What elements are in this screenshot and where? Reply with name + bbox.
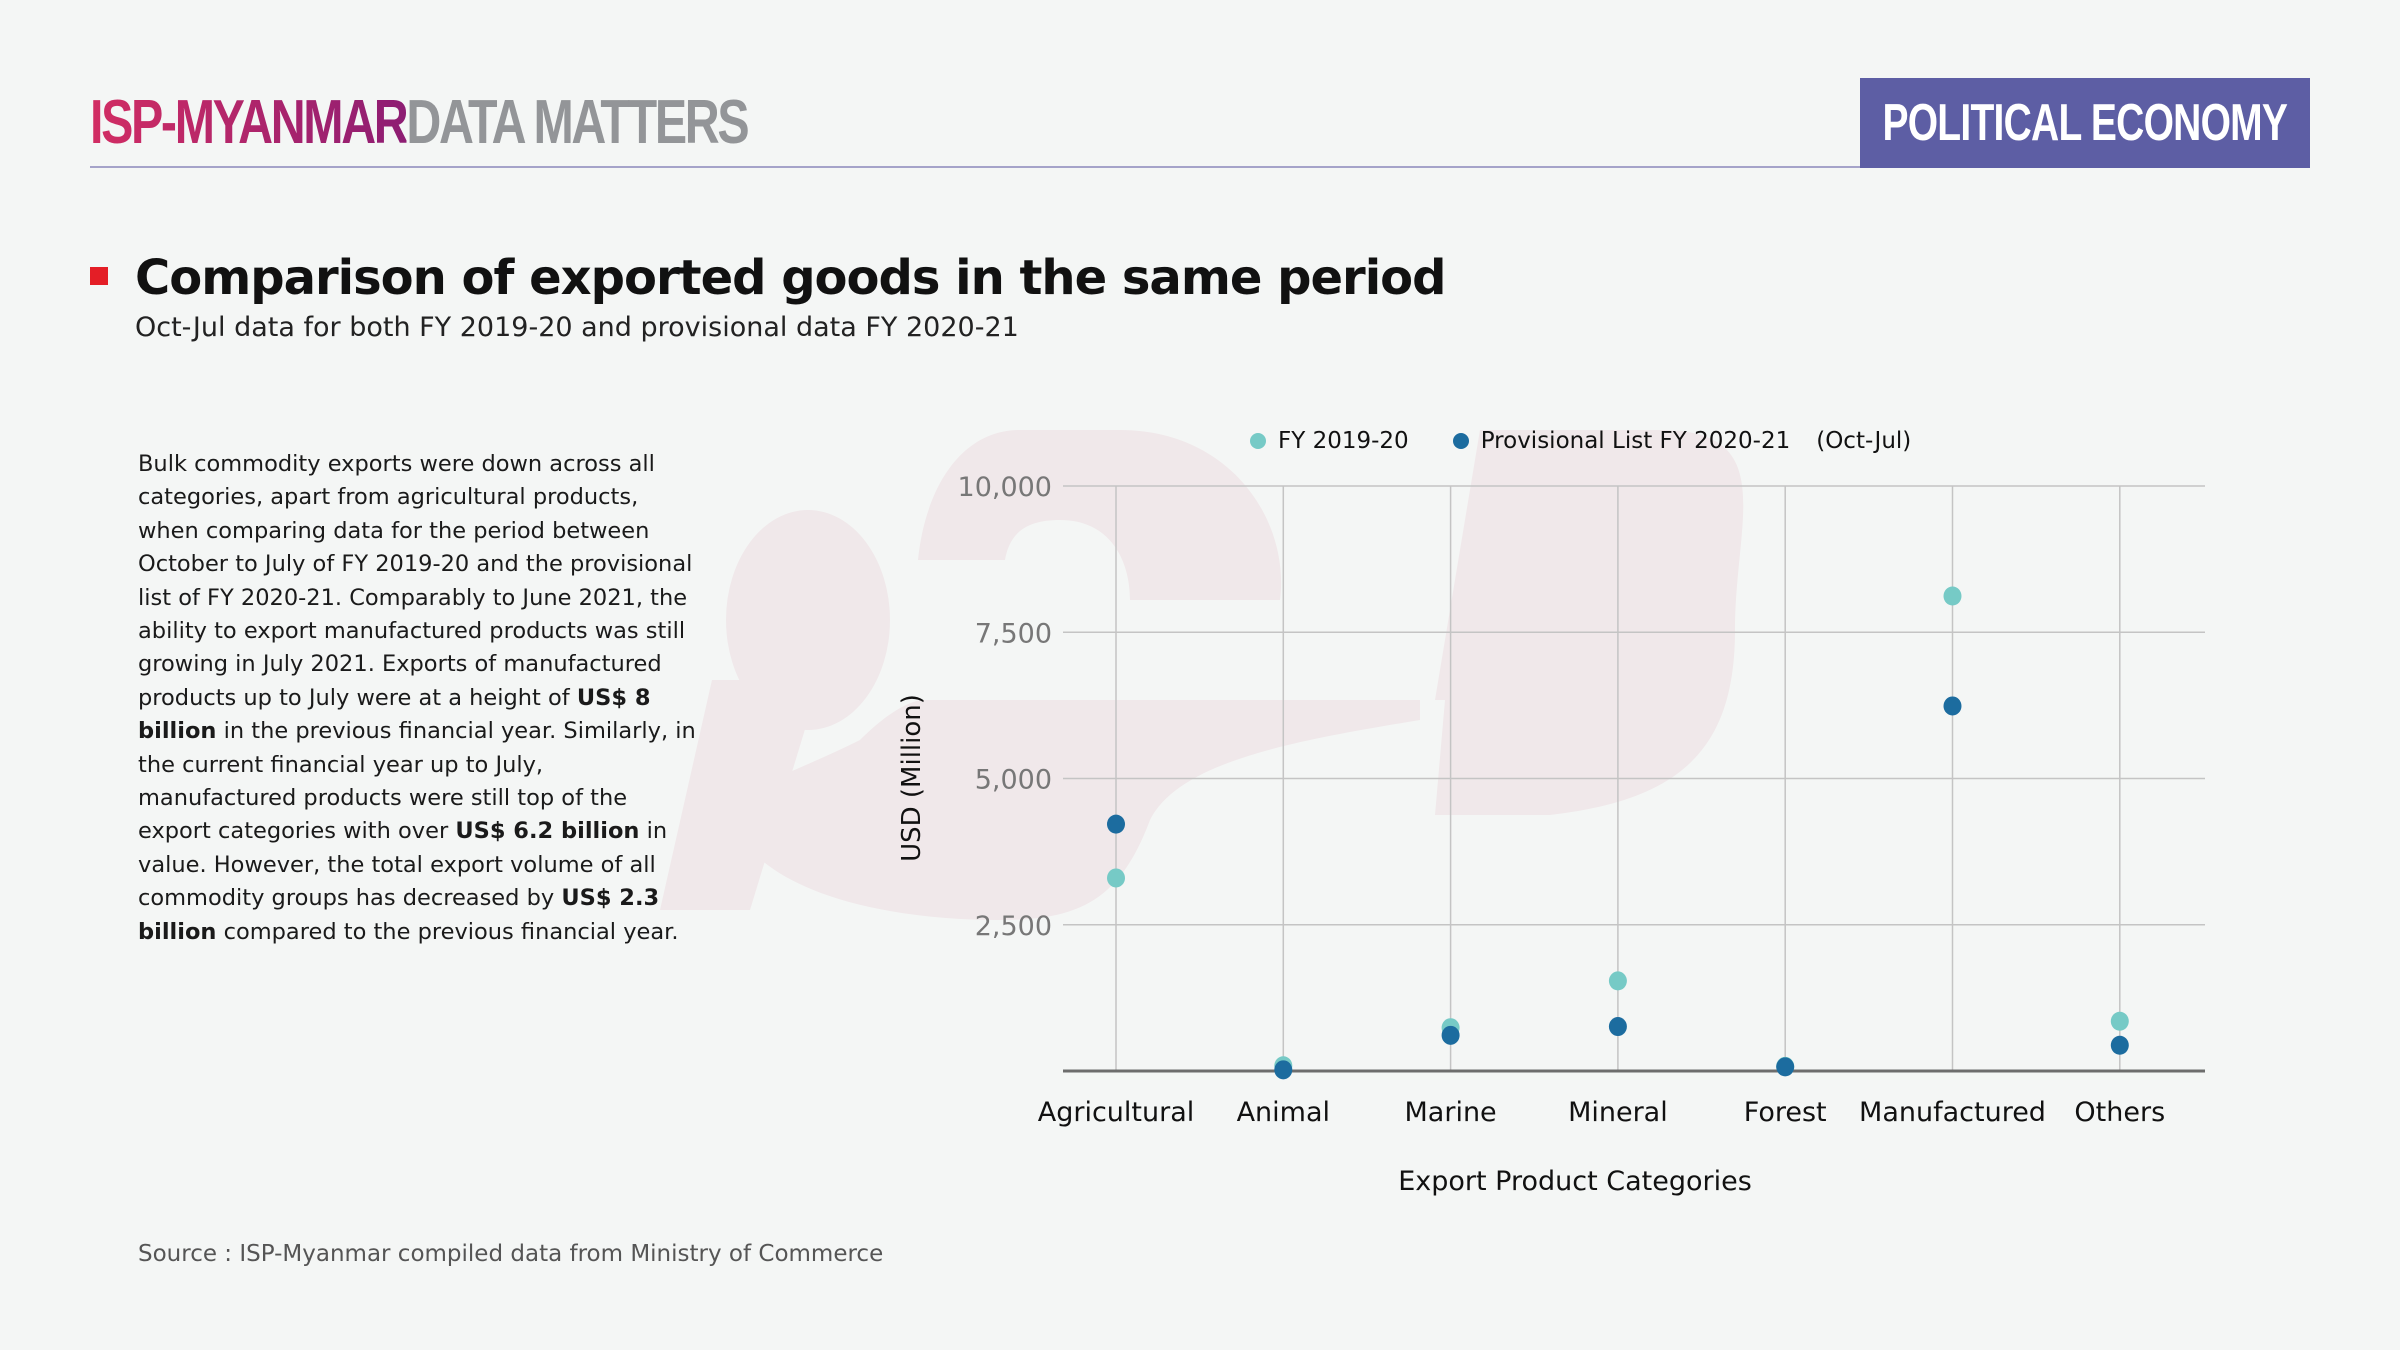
legend-marker-fy2019 [1250,433,1266,449]
body-text-run: in the previous financial year. Similarl… [138,718,696,845]
point-fy2020 [1776,1057,1795,1077]
x-tick-label: Manufactured [1859,1097,2046,1128]
source-note: Source : ISP-Myanmar compiled data from … [138,1241,884,1267]
chart-legend: FY 2019-20 Provisional List FY 2020-21 (… [1250,428,1911,454]
page-subtitle: Oct-Jul data for both FY 2019-20 and pro… [135,312,1019,343]
x-tick-label: Others [2074,1097,2165,1128]
brand-primary: ISP-MYANMAR [90,88,409,157]
point-fy2019 [1107,868,1125,888]
point-fy2019 [1608,971,1627,991]
brand-secondary: DATA MATTERS [406,88,749,157]
point-fy2019 [2110,1011,2129,1031]
points-layer [1107,586,2129,1080]
y-tick-label: 5,000 [975,765,1052,796]
legend-item-fy2020: Provisional List FY 2020-21 [1452,428,1791,454]
y-tick-label: 7,500 [975,618,1052,649]
x-tick-label: Forest [1744,1097,1827,1128]
highlight-figure: US$ 6.2 billion [455,818,640,845]
point-fy2020 [1274,1060,1293,1080]
watermark-s-shape [725,430,1420,920]
legend-label-fy2020: Provisional List FY 2020-21 [1480,428,1791,454]
body-text-run: compared to the previous financial year. [216,918,679,945]
y-tick-label: 2,500 [975,911,1052,942]
section-badge: POLITICAL ECONOMY [1860,78,2310,168]
legend-period-note: (Oct-Jul) [1816,428,1912,454]
title-marker [90,267,108,285]
body-text-run: Bulk commodity exports were down across … [138,451,693,711]
point-fy2020 [1608,1017,1627,1037]
x-tick-label: Mineral [1568,1097,1668,1128]
legend-item-fy2019: FY 2019-20 [1250,428,1409,454]
brand-logo: ISP-MYANMARDATA MATTERS [90,92,750,154]
watermark-i-dot [726,510,890,730]
page-title: Comparison of exported goods in the same… [135,250,1446,306]
x-tick-label: Agricultural [1038,1097,1195,1128]
x-axis-label: Export Product Categories [1398,1166,1752,1197]
x-tick-label: Animal [1237,1097,1330,1128]
point-fy2020 [1107,814,1125,834]
point-fy2020 [2110,1035,2129,1055]
watermark-p-shape [1435,430,1744,815]
highlight-figure: US$ 2.3 billion [138,885,660,945]
header-divider [90,166,1860,168]
axis-layer: 2,500 5,000 7,500 10,000 Agricultural Animal M… [958,472,2205,1128]
legend-marker-fy2020 [1452,433,1469,449]
y-axis-label: USD (Million) [897,694,927,862]
point-fy2020 [1943,696,1962,716]
x-tick-label: Marine [1405,1097,1497,1128]
y-tick-label: 10,000 [958,472,1052,503]
grid-layer [1063,485,2205,1071]
section-badge-label: POLITICAL ECONOMY [1882,94,2288,152]
description-paragraph: Bulk commodity exports were down across … [138,448,698,949]
body-text-run: in value. However, the total export volu… [138,818,668,912]
point-fy2020 [1441,1025,1460,1045]
point-fy2019 [1943,586,1962,606]
legend-label-fy2019: FY 2019-20 [1278,428,1409,454]
highlight-figure: US$ 8 billion [138,684,651,745]
